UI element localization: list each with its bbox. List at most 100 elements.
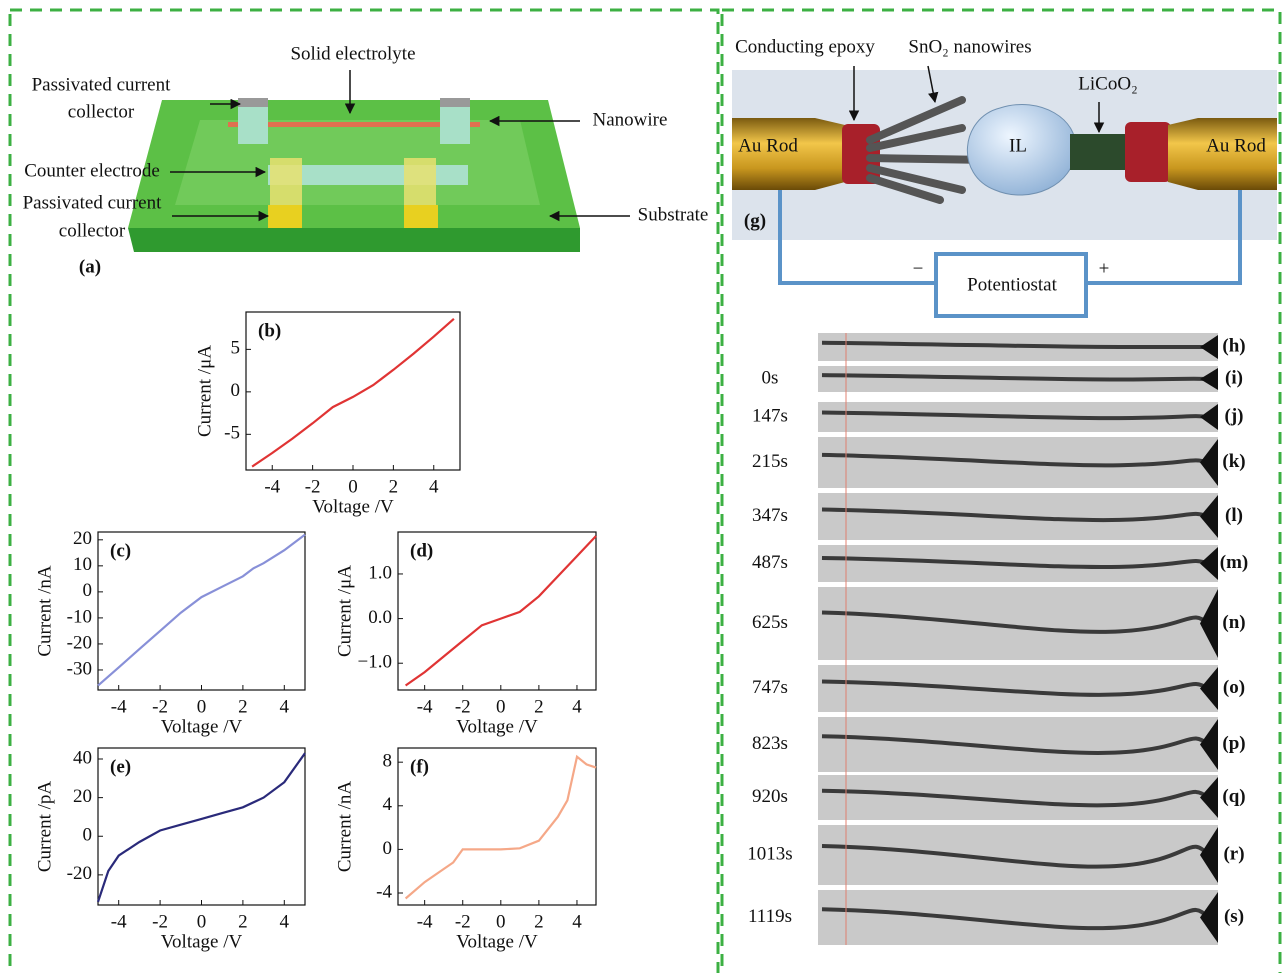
y-tick-label: 40 — [73, 747, 92, 768]
page: {"panel_a": {"solid_electrolyte": "Solid… — [0, 0, 1284, 973]
y-tick-label: -20 — [67, 632, 92, 653]
x-tick-label: -2 — [305, 476, 321, 497]
label: SnO₂ nanowires — [908, 36, 1031, 57]
y-tick-label: 5 — [231, 338, 241, 359]
panel-label: (g) — [744, 210, 766, 231]
y-tick-label: -5 — [224, 423, 240, 444]
y-axis-label: Current /nA — [34, 565, 55, 657]
x-tick-label: -2 — [455, 911, 471, 932]
label: Solid electrolyte — [290, 43, 415, 64]
time-label: 147s — [752, 405, 788, 426]
x-axis-label: Voltage /V — [161, 931, 243, 952]
y-tick-label: 8 — [383, 751, 393, 772]
y-tick-label: 0 — [383, 838, 393, 859]
x-tick-label: 2 — [389, 476, 399, 497]
label: Conducting epoxy — [735, 36, 875, 57]
time-label: 347s — [752, 505, 788, 526]
x-tick-label: -4 — [417, 911, 433, 932]
frame-label: (i) — [1225, 367, 1243, 388]
frame-label: (n) — [1222, 612, 1245, 633]
label: − — [913, 258, 924, 279]
label: Passivated current — [32, 74, 171, 95]
x-tick-label: -2 — [455, 696, 471, 717]
y-tick-label: 10 — [73, 554, 92, 575]
label: Passivated current — [23, 192, 162, 213]
frame-label: (l) — [1225, 505, 1243, 526]
x-tick-label: 4 — [280, 696, 290, 717]
figure: Solid electrolyte Passivated current col… — [0, 0, 1284, 973]
x-tick-label: -2 — [152, 696, 168, 717]
frame — [818, 665, 1218, 712]
x-tick-label: 4 — [429, 476, 439, 497]
frame-label: (p) — [1222, 733, 1245, 754]
label: Au Rod — [1206, 135, 1266, 156]
label: Substrate — [638, 204, 709, 225]
y-tick-label: 0 — [231, 380, 241, 401]
time-label: 920s — [752, 786, 788, 807]
frame — [818, 717, 1218, 772]
label: collector — [59, 220, 126, 241]
panel-label: (c) — [110, 540, 131, 561]
label: collector — [68, 101, 135, 122]
y-tick-label: 1.0 — [368, 562, 392, 583]
frame-label: (q) — [1222, 786, 1245, 807]
time-label: 215s — [752, 451, 788, 472]
x-tick-label: 4 — [280, 911, 290, 932]
y-tick-label: 0.0 — [368, 607, 392, 628]
y-axis-label: Current /pA — [34, 781, 55, 873]
y-tick-label: -30 — [67, 658, 92, 679]
label: + — [1099, 258, 1110, 279]
x-axis-label: Voltage /V — [312, 496, 394, 517]
x-tick-label: -4 — [111, 696, 127, 717]
y-tick-label: -4 — [376, 881, 392, 902]
x-tick-label: 2 — [534, 696, 544, 717]
panel-label: (a) — [79, 256, 101, 277]
x-tick-label: -2 — [152, 911, 168, 932]
x-tick-label: 4 — [572, 696, 582, 717]
timelapse: (h) 0s (i) 147s (j) 215s (k) 347s (l) 487s (m) 625s… — [747, 333, 1248, 945]
x-axis-label: Voltage /V — [456, 931, 538, 952]
frame — [818, 775, 1218, 820]
frame-label: (h) — [1222, 335, 1245, 356]
y-tick-label: 20 — [73, 528, 92, 549]
x-tick-label: 2 — [238, 696, 248, 717]
label: Nanowire — [593, 109, 668, 130]
frame-label: (m) — [1220, 552, 1248, 573]
x-axis-label: Voltage /V — [456, 716, 538, 737]
y-axis-label: Current /nA — [334, 781, 355, 873]
x-tick-label: 0 — [197, 696, 207, 717]
y-tick-label: -10 — [67, 606, 92, 627]
y-axis-label: Current /μA — [194, 345, 215, 437]
panel-label: (d) — [410, 540, 433, 561]
time-label: 625s — [752, 612, 788, 633]
time-label: 747s — [752, 677, 788, 698]
x-tick-label: 0 — [197, 911, 207, 932]
x-axis-label: Voltage /V — [161, 716, 243, 737]
frame — [818, 587, 1218, 660]
frame-label: (j) — [1225, 405, 1244, 426]
label: IL — [1009, 135, 1027, 156]
y-tick-label: 0 — [83, 580, 93, 601]
time-label: 823s — [752, 733, 788, 754]
frame-label: (k) — [1222, 451, 1245, 472]
x-tick-label: 0 — [496, 696, 506, 717]
frame — [818, 890, 1218, 945]
frame-label: (s) — [1224, 906, 1244, 927]
panel-label: (b) — [258, 320, 281, 341]
frame-label: (o) — [1223, 677, 1245, 698]
y-tick-label: 20 — [73, 786, 92, 807]
y-tick-label: -20 — [67, 863, 92, 884]
x-tick-label: 2 — [238, 911, 248, 932]
y-tick-label: 4 — [383, 794, 393, 815]
x-tick-label: -4 — [264, 476, 280, 497]
label: Counter electrode — [24, 160, 160, 181]
panel-label: (e) — [110, 756, 131, 777]
time-label: 487s — [752, 552, 788, 573]
x-tick-label: -4 — [417, 696, 433, 717]
frame-label: (r) — [1223, 843, 1244, 864]
x-tick-label: 0 — [496, 911, 506, 932]
y-axis-label: Current /μA — [334, 565, 355, 657]
x-tick-label: 2 — [534, 911, 544, 932]
time-label: 0s — [762, 367, 779, 388]
time-label: 1013s — [747, 843, 792, 864]
